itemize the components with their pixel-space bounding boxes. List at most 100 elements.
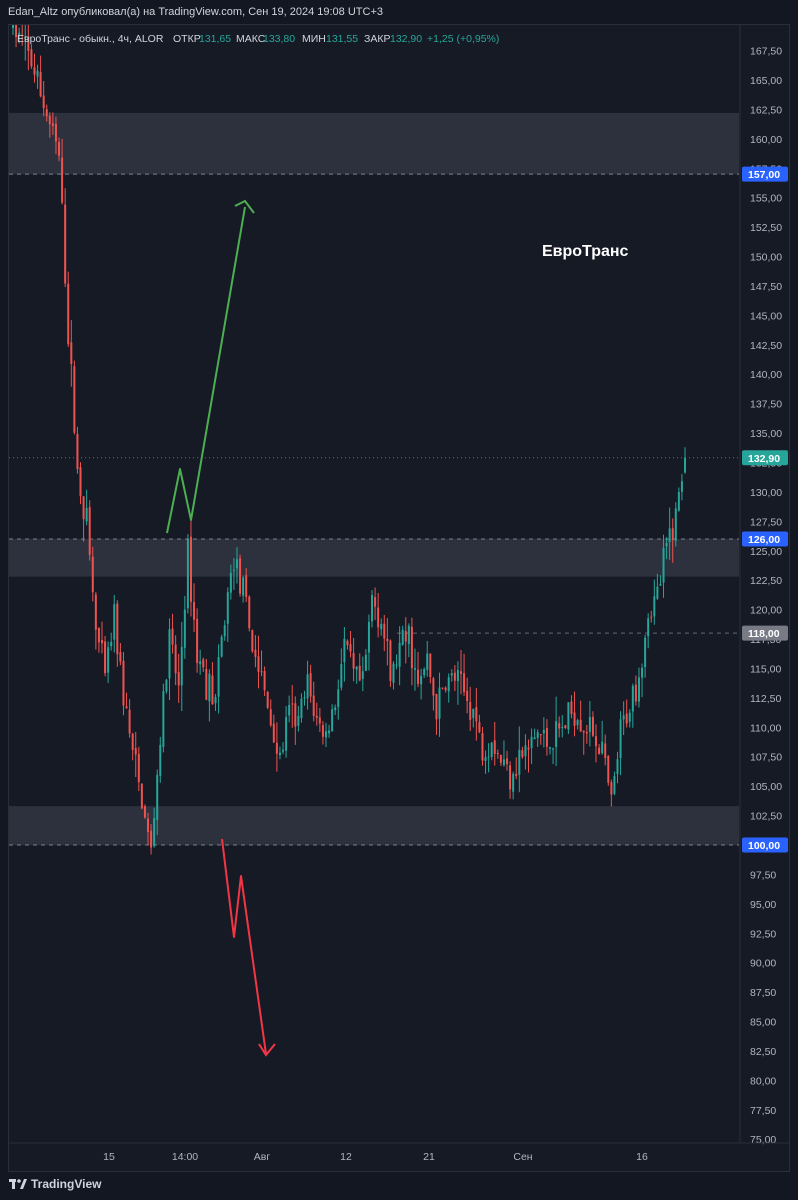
candle-body bbox=[140, 784, 143, 809]
candle-body bbox=[487, 756, 490, 758]
candle-body bbox=[601, 741, 604, 754]
candle-body bbox=[585, 731, 588, 734]
green-arrowhead bbox=[234, 199, 255, 214]
candle-body bbox=[33, 67, 36, 75]
candle-body bbox=[647, 618, 650, 637]
candle-body bbox=[527, 747, 530, 750]
candle-body bbox=[137, 754, 140, 783]
candle-body bbox=[472, 708, 475, 718]
candle-body bbox=[506, 758, 509, 765]
legend-low-value: 131,55 bbox=[326, 33, 358, 45]
price-tag-bg bbox=[742, 450, 788, 466]
candle-body bbox=[294, 703, 297, 727]
candle-body bbox=[570, 701, 573, 715]
candle-body bbox=[493, 740, 496, 754]
candle-body bbox=[202, 659, 205, 668]
legend-change: +1,25 (+0,95%) bbox=[427, 33, 499, 45]
candle-body bbox=[355, 666, 358, 670]
price-tick-label: 80,00 bbox=[750, 1075, 776, 1087]
candle-body bbox=[420, 675, 423, 685]
price-axis[interactable]: 75,00 77,50 80,00 82,50 85,00 87,50 90,00 92,50… bbox=[739, 25, 789, 1146]
candle-body bbox=[429, 653, 432, 678]
candle-body bbox=[674, 508, 677, 541]
candle-body bbox=[671, 528, 674, 540]
price-tag-bg bbox=[742, 625, 788, 641]
candle-body bbox=[684, 457, 686, 473]
candle-body bbox=[512, 773, 515, 792]
tradingview-brand[interactable]: TradingView bbox=[31, 1177, 102, 1191]
candle-body bbox=[297, 715, 300, 726]
candle-body bbox=[269, 709, 272, 726]
candle-body bbox=[631, 685, 634, 712]
price-chart[interactable]: ЕвроТранс ЕвроТранс - обыкн., 4ч, ALOR О… bbox=[9, 25, 789, 1171]
candle-body bbox=[54, 123, 57, 142]
candle-body bbox=[371, 595, 374, 622]
candle-body bbox=[398, 642, 401, 667]
candle-body bbox=[558, 723, 561, 729]
red-down-arrow bbox=[221, 838, 267, 1055]
candle-body bbox=[159, 744, 162, 776]
candle-body bbox=[70, 342, 73, 364]
candle-body bbox=[386, 638, 389, 642]
candle-body bbox=[12, 25, 14, 29]
price-tick-label: 92,50 bbox=[750, 928, 776, 940]
candle-body bbox=[180, 647, 183, 686]
candle-body bbox=[358, 665, 361, 681]
chart-frame[interactable]: ЕвроТранс ЕвроТранс - обыкн., 4ч, ALOR О… bbox=[8, 24, 790, 1172]
legend-high-label: МАКС bbox=[236, 33, 266, 45]
price-tag-label: 132,90 bbox=[748, 453, 780, 465]
candle-body bbox=[76, 433, 79, 470]
candle-body bbox=[64, 204, 67, 284]
price-tick-label: 165,00 bbox=[750, 75, 782, 87]
time-tick-label: 21 bbox=[423, 1151, 435, 1163]
candle-body bbox=[395, 664, 398, 666]
candle-body bbox=[331, 709, 334, 731]
time-tick-label: 14:00 bbox=[172, 1151, 198, 1163]
candle-body bbox=[561, 726, 564, 729]
candle-body bbox=[318, 717, 321, 724]
time-tick-label: 12 bbox=[340, 1151, 352, 1163]
price-tick-label: 107,50 bbox=[750, 752, 782, 764]
price-tick-label: 150,00 bbox=[750, 252, 782, 264]
candle-body bbox=[27, 36, 30, 51]
candle-body bbox=[567, 702, 570, 730]
candle-body bbox=[502, 759, 505, 765]
time-axis[interactable]: 15 14:00 Авг 12 21 Сен 16 bbox=[9, 1142, 789, 1163]
legend-close-value: 132,90 bbox=[390, 33, 422, 45]
candle-body bbox=[291, 703, 294, 705]
candle-body bbox=[131, 733, 134, 750]
tradingview-logo-icon[interactable] bbox=[9, 1177, 27, 1191]
candle-body bbox=[349, 644, 352, 652]
candle-body bbox=[680, 481, 683, 492]
time-tick-label: 16 bbox=[636, 1151, 648, 1163]
candle-body bbox=[223, 625, 226, 637]
candle-body bbox=[604, 743, 607, 759]
price-tick-label: 77,50 bbox=[750, 1105, 776, 1117]
candle-body bbox=[306, 674, 309, 699]
price-tick-label: 142,50 bbox=[750, 340, 782, 352]
candle-body bbox=[24, 36, 27, 38]
price-tick-label: 112,50 bbox=[750, 693, 781, 705]
candle-body bbox=[441, 687, 444, 689]
price-tick-label: 140,00 bbox=[750, 369, 782, 381]
candle-body bbox=[211, 675, 214, 705]
candle-body bbox=[285, 717, 288, 751]
candle-body bbox=[236, 559, 238, 569]
candles bbox=[12, 25, 686, 855]
candle-body bbox=[478, 722, 481, 733]
candle-body bbox=[426, 653, 429, 670]
candle-body bbox=[312, 695, 315, 717]
candle-body bbox=[463, 673, 466, 693]
candle-body bbox=[625, 713, 628, 724]
candle-body bbox=[315, 715, 318, 718]
candle-body bbox=[122, 660, 125, 706]
candle-body bbox=[189, 536, 192, 602]
candle-body bbox=[653, 596, 656, 617]
candle-body bbox=[564, 725, 567, 729]
candle-body bbox=[598, 747, 601, 754]
candle-body bbox=[300, 698, 303, 719]
price-tick-label: 167,50 bbox=[750, 46, 782, 58]
candle-body bbox=[260, 671, 263, 673]
candle-body bbox=[110, 641, 113, 647]
price-tick-label: 162,50 bbox=[750, 104, 782, 116]
